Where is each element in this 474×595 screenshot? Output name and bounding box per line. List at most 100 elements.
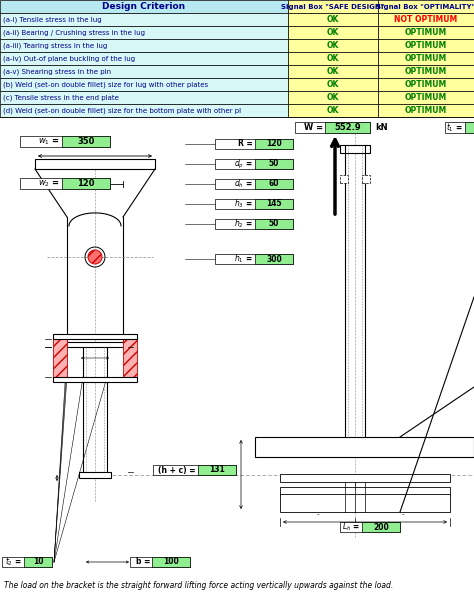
Bar (255, 219, 293, 229)
Bar (0, 39, 288, 52)
Bar (288, 52, 378, 65)
Text: OK: OK (327, 15, 339, 24)
Bar (288, 104, 378, 117)
Text: kN: kN (375, 123, 388, 132)
Bar (123, 339, 137, 377)
Text: (a-iv) Out-of plane buckling of the lug: (a-iv) Out-of plane buckling of the lug (3, 55, 135, 62)
Bar (255, 437, 474, 457)
Text: $h_3$ =: $h_3$ = (234, 198, 253, 210)
Text: Signal Box "OPTIMALITY": Signal Box "OPTIMALITY" (376, 4, 474, 10)
Text: OK: OK (327, 41, 339, 50)
Text: 552.9: 552.9 (334, 123, 361, 132)
Text: (a-i) Tensile stress in the lug: (a-i) Tensile stress in the lug (3, 16, 101, 23)
Text: 131: 131 (209, 465, 225, 474)
Bar (288, 0, 378, 13)
Bar (445, 122, 474, 133)
Text: (d) Weld (set-on double fillet) size for the bottom plate with other pl: (d) Weld (set-on double fillet) size for… (3, 107, 241, 114)
Text: OPTIMUM: OPTIMUM (405, 93, 447, 102)
Bar (0, 104, 288, 117)
Bar (215, 139, 293, 149)
Bar (378, 26, 474, 39)
Bar (378, 0, 474, 13)
Bar (255, 179, 293, 189)
Text: 120: 120 (77, 179, 95, 188)
Text: 120: 120 (266, 139, 282, 149)
Bar (215, 254, 293, 264)
Text: $d_p$ =: $d_p$ = (234, 158, 253, 171)
Bar (24, 557, 52, 567)
Bar (288, 91, 378, 104)
Bar (0, 65, 288, 78)
Bar (288, 26, 378, 39)
Bar (280, 487, 450, 495)
Circle shape (88, 250, 102, 264)
Bar (130, 557, 190, 567)
Bar (378, 91, 474, 104)
Text: b =: b = (136, 558, 150, 566)
Text: R =: R = (238, 139, 253, 149)
Bar (340, 175, 348, 183)
Text: 50: 50 (269, 220, 279, 228)
Text: -: - (401, 511, 404, 517)
Bar (340, 145, 370, 153)
Bar (378, 52, 474, 65)
Text: 10: 10 (33, 558, 43, 566)
Text: (h + c) =: (h + c) = (158, 465, 196, 474)
Bar (288, 39, 378, 52)
Text: Signal Box "SAFE DESIGN": Signal Box "SAFE DESIGN" (282, 4, 384, 10)
Text: OPTIMUM: OPTIMUM (405, 54, 447, 63)
Bar (362, 522, 400, 532)
Text: OPTIMUM: OPTIMUM (405, 80, 447, 89)
Bar (280, 494, 450, 512)
Text: OPTIMUM: OPTIMUM (405, 41, 447, 50)
Bar (35, 159, 155, 169)
Bar (153, 465, 236, 475)
Bar (20, 136, 110, 147)
Text: W =: W = (304, 123, 323, 132)
Text: 100: 100 (163, 558, 179, 566)
Bar (280, 474, 450, 482)
Text: OK: OK (327, 28, 339, 37)
Text: $L_h$ =: $L_h$ = (342, 521, 360, 533)
Bar (62, 178, 110, 189)
Bar (378, 39, 474, 52)
Bar (215, 159, 293, 169)
Bar (65, 342, 125, 347)
Text: (a-ii) Bearing / Crushing stress in the lug: (a-ii) Bearing / Crushing stress in the … (3, 29, 145, 36)
Bar (288, 65, 378, 78)
Bar (378, 104, 474, 117)
Bar (288, 78, 378, 91)
Text: $t_2$ =: $t_2$ = (5, 556, 22, 568)
Bar (20, 178, 110, 189)
Bar (325, 122, 370, 133)
Text: OPTIMUM: OPTIMUM (405, 106, 447, 115)
Bar (288, 13, 378, 26)
Bar (0, 52, 288, 65)
Bar (340, 522, 400, 532)
Text: OK: OK (327, 67, 339, 76)
Bar (62, 136, 110, 147)
Bar (0, 91, 288, 104)
Bar (378, 78, 474, 91)
Text: The load on the bracket is the straight forward lifting force acting vertically : The load on the bracket is the straight … (4, 581, 393, 590)
Bar (79, 472, 111, 478)
Bar (198, 465, 236, 475)
Text: -: - (316, 511, 319, 517)
Bar (53, 377, 137, 382)
Text: OK: OK (327, 54, 339, 63)
Bar (53, 339, 67, 377)
Text: (a-iii) Tearing stress in the lug: (a-iii) Tearing stress in the lug (3, 42, 107, 49)
Text: OK: OK (327, 106, 339, 115)
Text: $h_2$ =: $h_2$ = (234, 218, 253, 230)
Bar (295, 122, 370, 133)
Text: $t_1$ =: $t_1$ = (446, 121, 463, 134)
Text: (b) Weld (set-on double fillet) size for lug with other plates: (b) Weld (set-on double fillet) size for… (3, 82, 208, 87)
Text: 300: 300 (266, 255, 282, 264)
Text: $w_1$ =: $w_1$ = (38, 136, 60, 147)
Text: OK: OK (327, 80, 339, 89)
Bar (0, 26, 288, 39)
Bar (378, 65, 474, 78)
Bar (215, 199, 293, 209)
Bar (2, 557, 52, 567)
Bar (215, 179, 293, 189)
